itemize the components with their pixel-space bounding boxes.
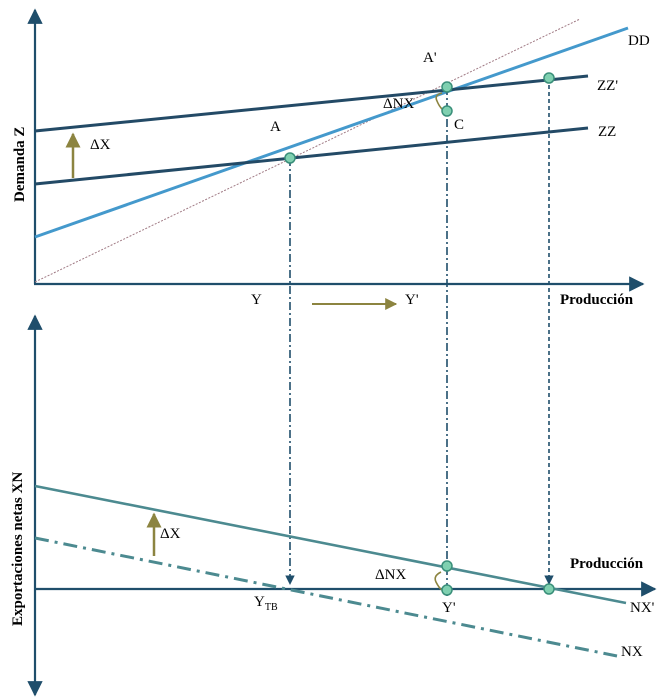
point-equilibrium-dot [543,72,555,84]
zz-curve [34,126,589,186]
bottom-y-axis-label: Exportaciones netas XN [10,472,26,626]
top-y-axis-label: Demanda Z [12,127,28,202]
point-c-label: C [454,117,464,133]
y-tb-base: Y [254,594,265,610]
point-a-prime-label: A' [423,50,437,66]
bottom-point-dot [441,560,453,572]
dd-label: DD [628,33,650,49]
top-panel: DD ZZ' ZZ A A' C ΔX ΔNX Y Y' Producción … [12,8,650,596]
bottom-equilibrium-dot [543,583,555,595]
bottom-delta-x-label: ΔX [160,526,181,542]
delta-nx-brace [435,92,443,110]
bottom-x-axis-label: Producción [570,556,644,572]
point-a-prime-dot [441,81,453,93]
point-a-label: A [270,119,281,135]
forty-five-degree-line [34,18,581,283]
y-prime-label: Y' [405,292,419,308]
bottom-delta-nx-label: ΔNX [375,567,406,583]
bottom-y-prime-dot [441,584,453,596]
bottom-delta-nx-brace [434,571,443,591]
point-c-dot [441,105,453,117]
nx-shifted-curve [34,484,627,605]
dd-curve [34,26,629,239]
y-tb-label: YTB [254,594,278,613]
y-tb-subscript: TB [265,602,278,613]
bottom-y-prime-label: Y' [442,600,456,616]
zz-shifted-curve [34,74,589,133]
nx-shifted-label: NX' [630,600,655,616]
nx-curve [34,536,618,658]
nx-label: NX [621,644,643,660]
top-x-axis-label: Producción [560,292,634,308]
point-a-dot [284,152,296,164]
y-label: Y [251,292,262,308]
delta-nx-label: ΔNX [383,96,414,112]
delta-x-label: ΔX [90,137,111,153]
zz-label: ZZ [598,124,616,140]
zz-shifted-label: ZZ' [597,78,618,94]
bottom-panel: NX' NX ΔX ΔNX YTB Y' Producción Exportac… [10,314,657,697]
